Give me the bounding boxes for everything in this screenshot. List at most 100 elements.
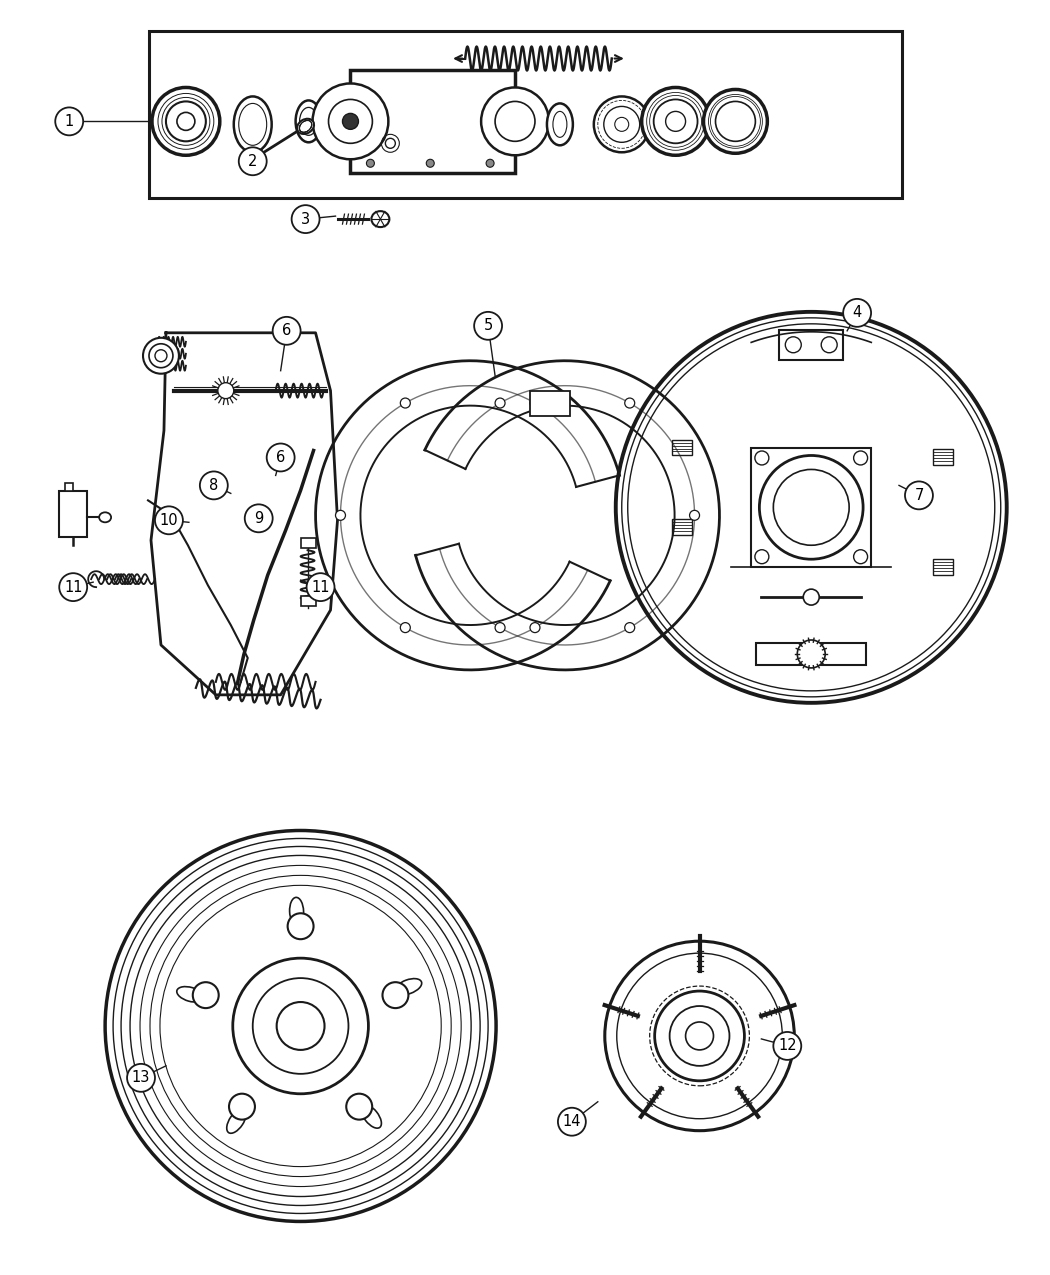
Circle shape [267,444,295,472]
Circle shape [426,159,435,167]
Text: 1: 1 [65,113,74,129]
Circle shape [715,102,755,142]
Ellipse shape [299,107,317,135]
Circle shape [193,982,218,1009]
Circle shape [382,982,408,1009]
Circle shape [127,1063,155,1091]
Circle shape [625,622,634,632]
Ellipse shape [361,1104,381,1128]
Circle shape [130,856,471,1196]
Bar [149,31,902,198]
Ellipse shape [372,212,390,227]
Text: 9: 9 [254,511,264,525]
Circle shape [346,1094,372,1119]
Bar [300,538,316,548]
Circle shape [288,913,314,940]
Circle shape [400,398,411,408]
Circle shape [686,1023,714,1049]
Circle shape [59,574,87,601]
Circle shape [821,337,837,353]
Circle shape [616,954,782,1118]
Circle shape [292,205,319,233]
Circle shape [614,117,629,131]
Text: 6: 6 [276,450,286,465]
Circle shape [113,839,488,1214]
Circle shape [149,344,173,367]
Circle shape [755,550,769,564]
Text: 12: 12 [778,1038,797,1053]
Circle shape [666,111,686,131]
Text: 5: 5 [483,319,492,333]
Circle shape [253,978,349,1074]
Circle shape [628,324,994,691]
Circle shape [336,510,345,520]
Text: 6: 6 [282,324,291,338]
Circle shape [229,1094,255,1119]
Circle shape [755,451,769,465]
Circle shape [642,88,710,156]
Circle shape [475,312,502,340]
Circle shape [622,317,1001,697]
Ellipse shape [290,898,303,926]
Text: 7: 7 [915,488,924,502]
Bar [59,491,87,537]
Circle shape [594,97,650,152]
Text: 13: 13 [132,1070,150,1085]
Circle shape [200,472,228,500]
Circle shape [854,550,867,564]
Circle shape [160,885,441,1167]
Ellipse shape [227,1109,246,1133]
Ellipse shape [547,103,573,145]
Bar [530,390,570,416]
Ellipse shape [238,103,267,145]
Bar [672,519,692,536]
Circle shape [342,113,358,129]
Circle shape [558,1108,586,1136]
Ellipse shape [176,987,204,1002]
Bar [752,448,872,567]
Circle shape [905,482,932,509]
Bar [672,440,692,455]
Circle shape [273,317,300,344]
Circle shape [217,382,234,399]
Text: 8: 8 [209,478,218,493]
Circle shape [670,1006,730,1066]
Circle shape [56,107,83,135]
Circle shape [759,455,863,560]
Circle shape [245,505,273,532]
Circle shape [329,99,373,143]
Ellipse shape [234,97,272,152]
Circle shape [530,622,540,632]
Circle shape [797,640,825,668]
Circle shape [152,88,219,156]
Circle shape [803,589,819,606]
Circle shape [604,106,639,143]
Circle shape [121,847,480,1205]
Circle shape [366,159,375,167]
Circle shape [625,398,634,408]
Circle shape [496,102,534,142]
Ellipse shape [553,111,567,138]
Text: 11: 11 [311,580,330,594]
Circle shape [704,89,768,153]
Circle shape [496,622,505,632]
Circle shape [313,83,388,159]
Text: 11: 11 [64,580,83,594]
Circle shape [400,622,411,632]
Bar [932,450,952,465]
Circle shape [486,159,495,167]
Bar [351,70,516,173]
Circle shape [785,337,801,353]
Circle shape [481,88,549,156]
Circle shape [654,99,697,143]
Bar [65,483,74,491]
Circle shape [690,510,699,520]
Circle shape [605,941,794,1131]
Circle shape [176,112,195,130]
Bar [779,330,843,360]
Circle shape [143,338,178,374]
Circle shape [854,451,867,465]
Circle shape [155,349,167,362]
Circle shape [774,469,849,546]
Text: 14: 14 [563,1114,581,1130]
